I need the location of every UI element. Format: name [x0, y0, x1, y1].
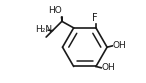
Text: OH: OH — [102, 63, 115, 72]
Text: HO: HO — [48, 6, 61, 15]
Polygon shape — [61, 17, 62, 21]
Text: F: F — [92, 13, 98, 23]
Text: H₂N: H₂N — [35, 25, 52, 34]
Text: OH: OH — [113, 41, 126, 50]
